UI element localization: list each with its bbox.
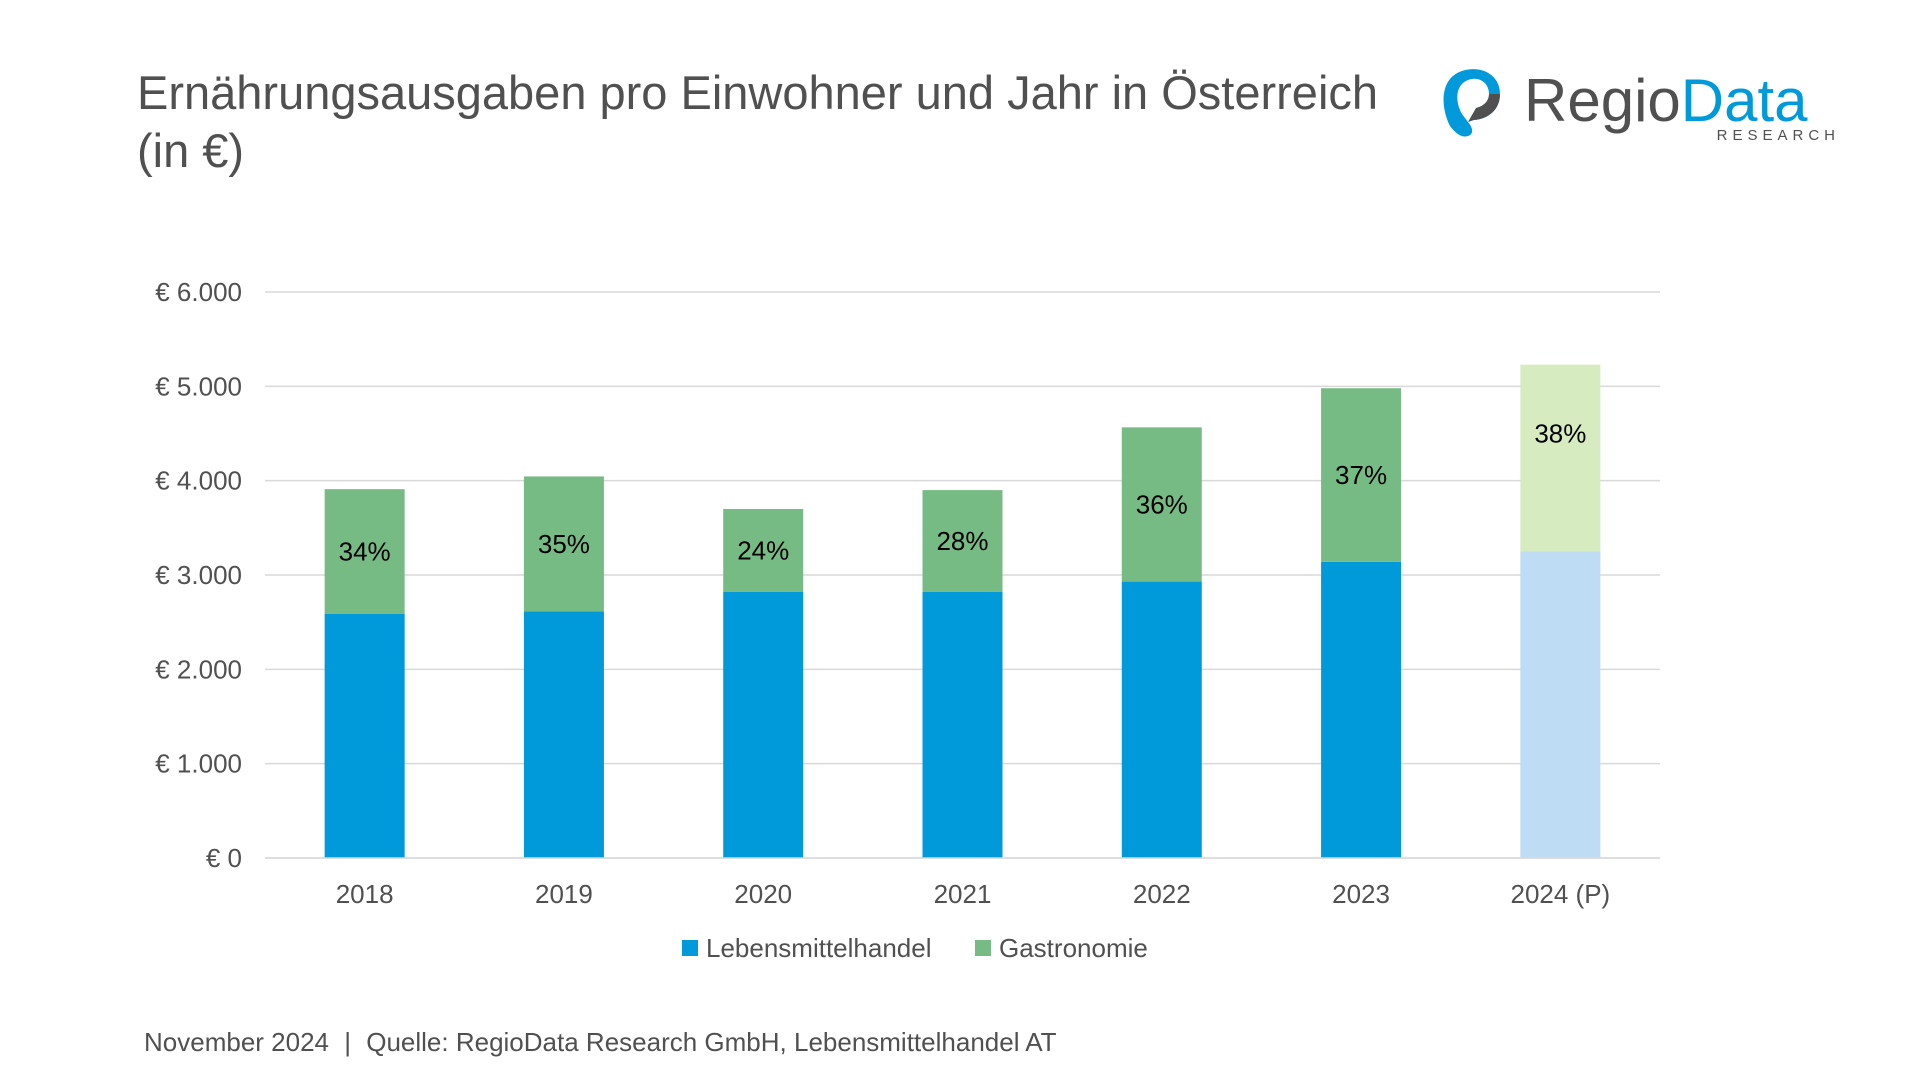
x-tick-label: 2019: [535, 879, 593, 909]
x-tick-label: 2022: [1133, 879, 1191, 909]
data-label: 28%: [936, 526, 988, 556]
x-tick-label: 2020: [734, 879, 792, 909]
data-label: 38%: [1534, 419, 1586, 449]
chart-title: Ernährungsausgaben pro Einwohner und Jah…: [137, 66, 1379, 177]
bar-lebensmittelhandel: [523, 611, 604, 858]
regiodata-logo: RegioData RESEARCH: [1440, 62, 1840, 152]
y-tick-label: € 6.000: [155, 277, 242, 307]
bar-lebensmittelhandel: [1520, 551, 1601, 858]
bar-gastronomie: [723, 508, 804, 592]
bar-gastronomie: [523, 476, 604, 612]
y-tick-label: € 4.000: [155, 466, 242, 496]
y-tick-label: € 0: [206, 843, 242, 873]
bar-gastronomie: [1321, 388, 1402, 562]
footer-date: November 2024: [144, 1027, 329, 1057]
x-tick-label: 2021: [934, 879, 992, 909]
logo-wordmark: RegioData: [1524, 66, 1808, 136]
data-label: 35%: [538, 529, 590, 559]
footer-separator: |: [344, 1027, 351, 1057]
x-tick-label: 2023: [1332, 879, 1390, 909]
legend-swatch-gastronomie: [975, 940, 991, 956]
legend-swatch-lebensmittelhandel: [682, 940, 698, 956]
y-tick-label: € 5.000: [155, 371, 242, 401]
logo-name-regio: Regio: [1524, 67, 1681, 134]
bar-lebensmittelhandel: [922, 591, 1003, 858]
y-tick-label: € 2.000: [155, 654, 242, 684]
bar-lebensmittelhandel: [1121, 581, 1202, 858]
y-tick-label: € 3.000: [155, 560, 242, 590]
stacked-bar-chart: € 0 € 1.000 € 2.000 € 3.000 € 4.000 € 5.000 € …: [155, 277, 1660, 963]
location-pin-icon: [1443, 69, 1500, 137]
bar-gastronomie: [324, 489, 405, 614]
x-tick-label: 2024 (P): [1510, 879, 1610, 909]
logo-subtitle: RESEARCH: [1716, 127, 1840, 144]
bar-gastronomie: [1121, 427, 1202, 582]
bar-gastronomie: [922, 490, 1003, 592]
legend-label-lebensmittelhandel: Lebensmittelhandel: [706, 933, 932, 963]
data-label: 34%: [339, 536, 391, 566]
footer: November 2024 | Quelle: RegioData Resear…: [144, 1027, 1057, 1058]
data-label: 24%: [737, 535, 789, 565]
legend-label-gastronomie: Gastronomie: [999, 933, 1148, 963]
data-label: 36%: [1136, 489, 1188, 519]
footer-source: Quelle: RegioData Research GmbH, Lebensm…: [366, 1027, 1057, 1057]
x-tick-label: 2018: [336, 879, 394, 909]
bar-lebensmittelhandel: [1321, 561, 1402, 858]
data-label: 37%: [1335, 460, 1387, 490]
bar-lebensmittelhandel: [324, 613, 405, 858]
y-tick-label: € 1.000: [155, 749, 242, 779]
bar-lebensmittelhandel: [723, 591, 804, 858]
logo-name-data: Data: [1680, 67, 1808, 134]
bar-gastronomie: [1520, 364, 1601, 552]
